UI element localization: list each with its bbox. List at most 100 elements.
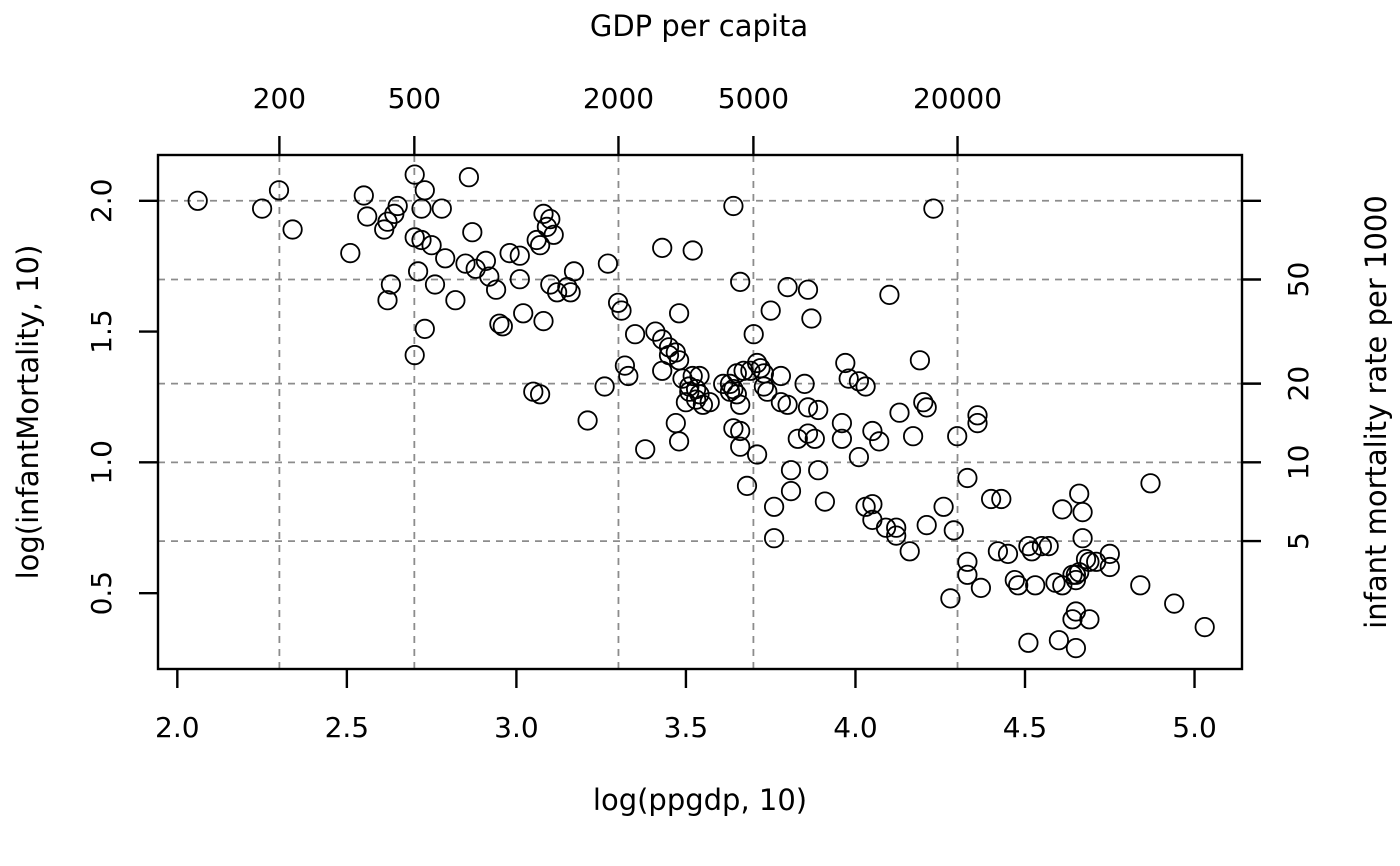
x-tick-label-bottom: 4.0 [833, 711, 878, 744]
data-point [1025, 575, 1046, 596]
data-point [835, 352, 856, 374]
data-point [886, 525, 907, 546]
data-point [577, 410, 598, 431]
data-point [777, 276, 798, 298]
data-point [411, 198, 432, 219]
data-point [1065, 637, 1087, 659]
data-point [1052, 499, 1073, 520]
data-point [916, 397, 937, 418]
data-point [560, 282, 581, 303]
data-point [1164, 593, 1185, 614]
data-point [668, 431, 690, 452]
data-point [404, 344, 425, 366]
data-point [1018, 632, 1039, 653]
data-point [1065, 564, 1087, 585]
data-point [740, 360, 761, 381]
data-point [475, 250, 496, 271]
data-point [509, 269, 530, 290]
data-point [435, 248, 456, 269]
data-point [462, 222, 483, 243]
data-point [1130, 575, 1151, 596]
data-point [753, 376, 775, 397]
right-axis-title: infant mortality rate per 1000 [1359, 195, 1393, 629]
data-point [665, 412, 686, 434]
data-point [760, 300, 781, 321]
data-point [1079, 551, 1100, 572]
data-point [509, 245, 530, 266]
data-point [801, 308, 822, 329]
data-point [777, 394, 798, 415]
x-tick-label-top: 5000 [718, 82, 789, 115]
data-point [909, 350, 931, 371]
data-point [1099, 543, 1120, 565]
data-point [252, 198, 273, 219]
data-point [923, 198, 944, 219]
data-point [1194, 616, 1215, 638]
data-point [875, 517, 897, 538]
data-point [991, 488, 1012, 510]
x-tick-label-top: 2000 [583, 82, 654, 115]
data-point [730, 394, 751, 415]
data-point [540, 209, 561, 230]
x-tick-label-top: 500 [388, 82, 441, 115]
data-point [387, 195, 408, 217]
data-point [499, 243, 520, 264]
data-point [340, 243, 361, 264]
data-point [645, 321, 666, 342]
data-point [746, 352, 768, 374]
data-point [797, 397, 819, 418]
data-point [1140, 473, 1161, 494]
data-point [730, 271, 751, 292]
data-point [933, 496, 954, 517]
data-point [1018, 535, 1039, 557]
data-point [889, 402, 910, 423]
data-point [421, 235, 442, 256]
y-tick-label-left: 2.0 [85, 179, 118, 224]
data-point [1048, 630, 1070, 651]
data-point [1072, 501, 1093, 523]
x-tick-label-bottom: 3.0 [494, 711, 539, 744]
data-point [780, 480, 802, 502]
data-point [831, 428, 853, 449]
data-point [652, 237, 673, 258]
data-point [879, 284, 900, 305]
data-point [943, 520, 964, 541]
data-point [668, 303, 690, 324]
data-point [808, 460, 829, 481]
data-point [794, 373, 815, 394]
data-point [763, 496, 785, 517]
data-point [814, 491, 836, 512]
data-point [916, 514, 937, 536]
data-point [529, 384, 551, 405]
data-point [902, 426, 924, 447]
data-point [533, 310, 554, 332]
data-point [611, 300, 632, 321]
data-point [899, 541, 920, 562]
data-point [353, 185, 374, 206]
plot-border [156, 153, 1244, 671]
data-point [780, 460, 802, 481]
data-point [746, 444, 768, 465]
data-point [957, 551, 978, 572]
data-point [431, 198, 452, 219]
data-point [411, 229, 432, 251]
data-point [1079, 609, 1100, 630]
data-point [455, 253, 476, 274]
data-point [967, 412, 988, 434]
data-point [546, 282, 568, 303]
data-point [377, 211, 398, 232]
y-tick-label-left: 1.5 [85, 309, 118, 354]
data-point [672, 368, 693, 389]
data-point [1004, 569, 1025, 591]
data-point [1069, 483, 1090, 504]
plot-border-layer [156, 153, 1244, 671]
data-point [614, 355, 636, 376]
data-point [658, 337, 680, 358]
data-point [763, 528, 785, 549]
axis-tick-layer [139, 136, 1261, 688]
y-tick-label-right: 5 [1282, 532, 1315, 550]
x-tick-label-bottom: 5.0 [1172, 711, 1217, 744]
y-tick-label-right: 10 [1282, 445, 1315, 481]
data-point [594, 376, 615, 397]
